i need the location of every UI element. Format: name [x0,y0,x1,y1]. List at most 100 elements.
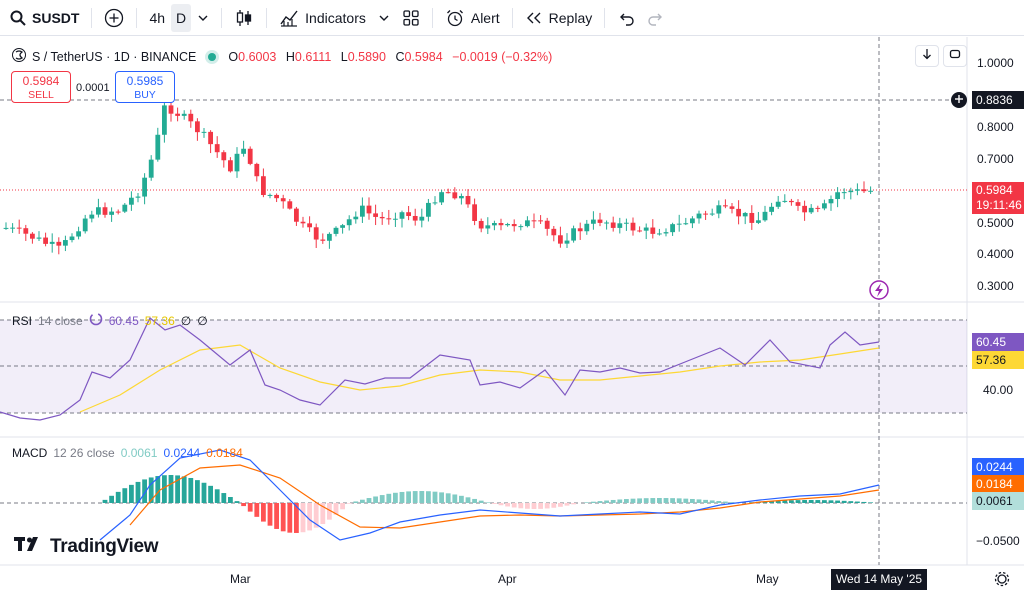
compare-symbol-button[interactable] [98,4,130,32]
indicators-button[interactable]: Indicators [273,4,372,32]
candle-body [828,199,834,204]
macd-histogram-bar [729,502,735,503]
macd-histogram-bar [782,500,788,503]
undo-button[interactable] [611,4,641,32]
macd-histogram-bar [861,501,867,503]
macd-histogram-bar [287,503,293,533]
macd-hist-value: 0.0061 [120,446,158,460]
macd-hist-tag: 0.0061 [972,492,1024,510]
price-tick: 0.4000 [977,247,1014,261]
legend-title[interactable]: S / TetherUS · 1D · BINANCE [32,49,197,64]
replay-button[interactable]: Replay [519,4,599,32]
macd-histogram-bar [835,500,840,503]
chart-type-button[interactable] [228,4,260,32]
rsi-ma-value: 57.36 [144,313,175,328]
macd-histogram-bar [393,492,398,503]
candle-body [122,204,128,212]
interval-dropdown-button[interactable] [191,4,215,32]
candle-body [855,189,860,191]
indicators-dropdown-button[interactable] [372,4,396,32]
macd-histogram-bar [274,503,279,529]
candle-body [703,213,708,215]
candle-body [452,192,458,199]
macd-histogram-bar [511,503,517,508]
candle-body [406,212,411,216]
chevron-down-icon [197,12,209,24]
candle-body [115,211,121,213]
last-price-tag: 0.5984 19:11:46 [972,182,1024,214]
candle-body [102,207,108,215]
candle-body [234,153,240,172]
macd-histogram-bar [564,503,570,506]
candle-body [168,105,174,114]
plus-icon [954,91,964,109]
macd-histogram-bar [584,502,590,503]
candle-body [465,195,471,205]
candle-body [175,113,180,116]
macd-histogram-bar [360,499,365,503]
price-tick: 0.7000 [977,152,1014,166]
macd-histogram-bar [327,503,332,520]
chart-canvas[interactable] [0,37,1024,594]
rsi-extra-2: ∅ [197,313,208,328]
macd-histogram-bar [690,498,695,503]
macd-histogram-bar [320,503,326,525]
candle-body [267,194,273,196]
interval-4h-button[interactable]: 4h [149,9,166,26]
symbol-search-button[interactable]: SUSDT [0,4,85,32]
low-value: 0.5890 [347,49,386,64]
maximize-pane-button[interactable] [943,45,967,67]
candle-body [162,105,167,135]
candle-body [577,228,583,232]
add-alert-plus-button[interactable] [951,92,967,108]
candle-body [749,212,755,223]
market-status-dot [208,52,217,61]
rsi-legend[interactable]: RSI 14 close 60.45 57.36 ∅ ∅ [12,312,208,329]
macd-histogram-bar [478,500,484,503]
candle-body [294,208,299,222]
candle-body [544,220,550,229]
candle-body [155,134,161,160]
candle-body [76,231,81,237]
macd-histogram-bar [115,491,121,503]
macd-histogram-bar [168,475,174,503]
macd-histogram-bar [683,498,689,503]
macd-histogram-bar [445,493,451,503]
tradingview-logo[interactable]: TradingView [14,536,159,558]
redo-button[interactable] [641,4,671,32]
candle-body [142,177,147,197]
collapse-pane-button[interactable] [915,45,939,67]
buy-button[interactable]: 0.5985 BUY [115,71,175,103]
candle-body [63,240,68,246]
interval-d-button[interactable]: D [171,3,192,32]
candle-body [49,241,55,244]
candle-body [16,227,22,229]
macd-value: 0.0244 [163,446,201,460]
macd-histogram-bar [419,491,425,503]
last-price-value: 0.5984 [976,183,1013,197]
macd-histogram-bar [828,500,834,503]
price-tick: 1.0000 [977,56,1014,70]
macd-histogram-bar [148,477,154,503]
candle-body [280,198,286,202]
price-tick: 0.8000 [977,120,1014,134]
candle-body [346,219,352,226]
candle-body [241,148,246,154]
sell-button[interactable]: 0.5984 SELL [11,71,71,103]
candle-body [498,223,504,226]
macd-histogram-bar [366,498,372,503]
candle-body [287,201,293,209]
alert-label: Alert [470,9,500,26]
macd-histogram-bar [102,499,108,503]
macd-histogram-bar [214,489,220,503]
loading-icon [89,312,103,329]
macd-legend[interactable]: MACD 12 26 close 0.0061 0.0244 0.0184 [12,446,243,460]
layouts-button[interactable] [396,4,426,32]
candle-body [214,144,220,153]
macd-histogram-bar [294,503,299,533]
candle-body [109,211,114,215]
macd-histogram-bar [716,500,722,503]
macd-histogram-bar [558,503,563,507]
replay-label: Replay [548,9,593,26]
alert-button[interactable]: Alert [439,4,506,32]
